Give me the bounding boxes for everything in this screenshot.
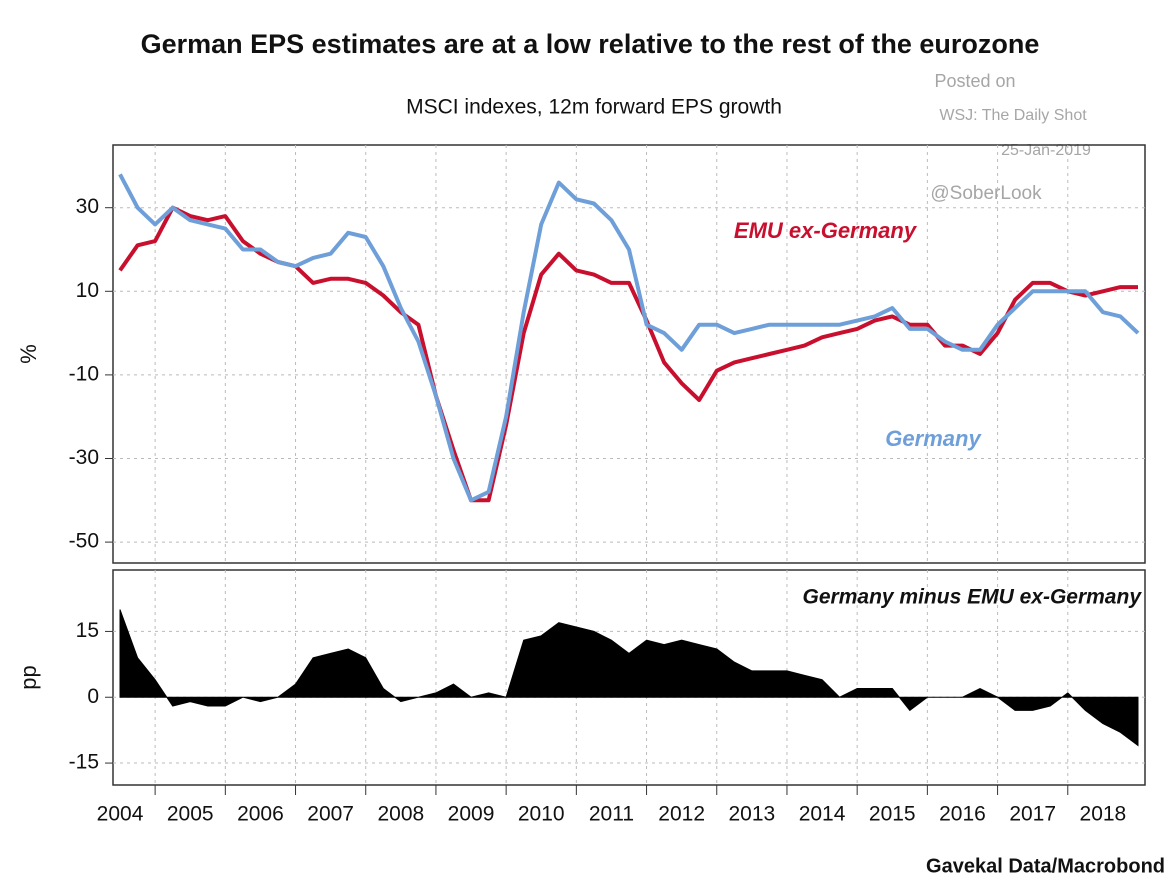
plot-frame	[112, 144, 1146, 564]
watermark: WSJ: The Daily Shot	[939, 107, 1087, 124]
x-tick-label: 2015	[869, 803, 916, 826]
area-series	[119, 609, 1139, 747]
y-tick-label: 10	[76, 279, 99, 302]
line-series	[118, 173, 1140, 503]
plot-frame	[112, 569, 1146, 786]
chart-subtitle: MSCI indexes, 12m forward EPS growth	[406, 96, 782, 119]
x-tick-label: 2012	[658, 803, 705, 826]
x-tick-label: 2016	[939, 803, 986, 826]
y-axis-label: %	[16, 344, 41, 364]
chart-title: German EPS estimates are at a low relati…	[141, 29, 1040, 59]
x-tick-label: 2006	[237, 803, 284, 826]
x-tick-label: 2005	[167, 803, 214, 826]
x-tick-label: 2004	[97, 803, 144, 826]
series-label: Germany	[885, 426, 982, 451]
source: Gavekal Data/Macrobond	[926, 855, 1165, 877]
x-tick-label: 2010	[518, 803, 565, 826]
watermark: 25-Jan-2019	[1001, 142, 1091, 159]
y-tick-label: -15	[69, 751, 99, 774]
x-tick-label: 2013	[728, 803, 775, 826]
x-tick-label: 2017	[1009, 803, 1056, 826]
y-tick-label: 30	[76, 195, 99, 218]
x-tick-label: 2018	[1080, 803, 1127, 826]
x-tick-label: 2007	[307, 803, 354, 826]
x-tick-label: 2014	[799, 803, 846, 826]
watermark: @SoberLook	[930, 183, 1042, 204]
x-tick-label: 2008	[377, 803, 424, 826]
y-axis-label: pp	[16, 665, 41, 689]
x-tick-label: 2009	[448, 803, 495, 826]
y-tick-label: -10	[69, 362, 99, 385]
annotation: Germany minus EMU ex-Germany	[803, 586, 1143, 609]
y-tick-label: -50	[69, 530, 99, 553]
series-label: EMU ex-Germany	[734, 218, 918, 243]
x-tick-label: 2011	[589, 803, 634, 826]
y-tick-label: 0	[87, 685, 99, 708]
y-tick-label: 15	[76, 619, 99, 642]
y-tick-label: -30	[69, 446, 99, 469]
watermark: Posted on	[934, 71, 1015, 91]
